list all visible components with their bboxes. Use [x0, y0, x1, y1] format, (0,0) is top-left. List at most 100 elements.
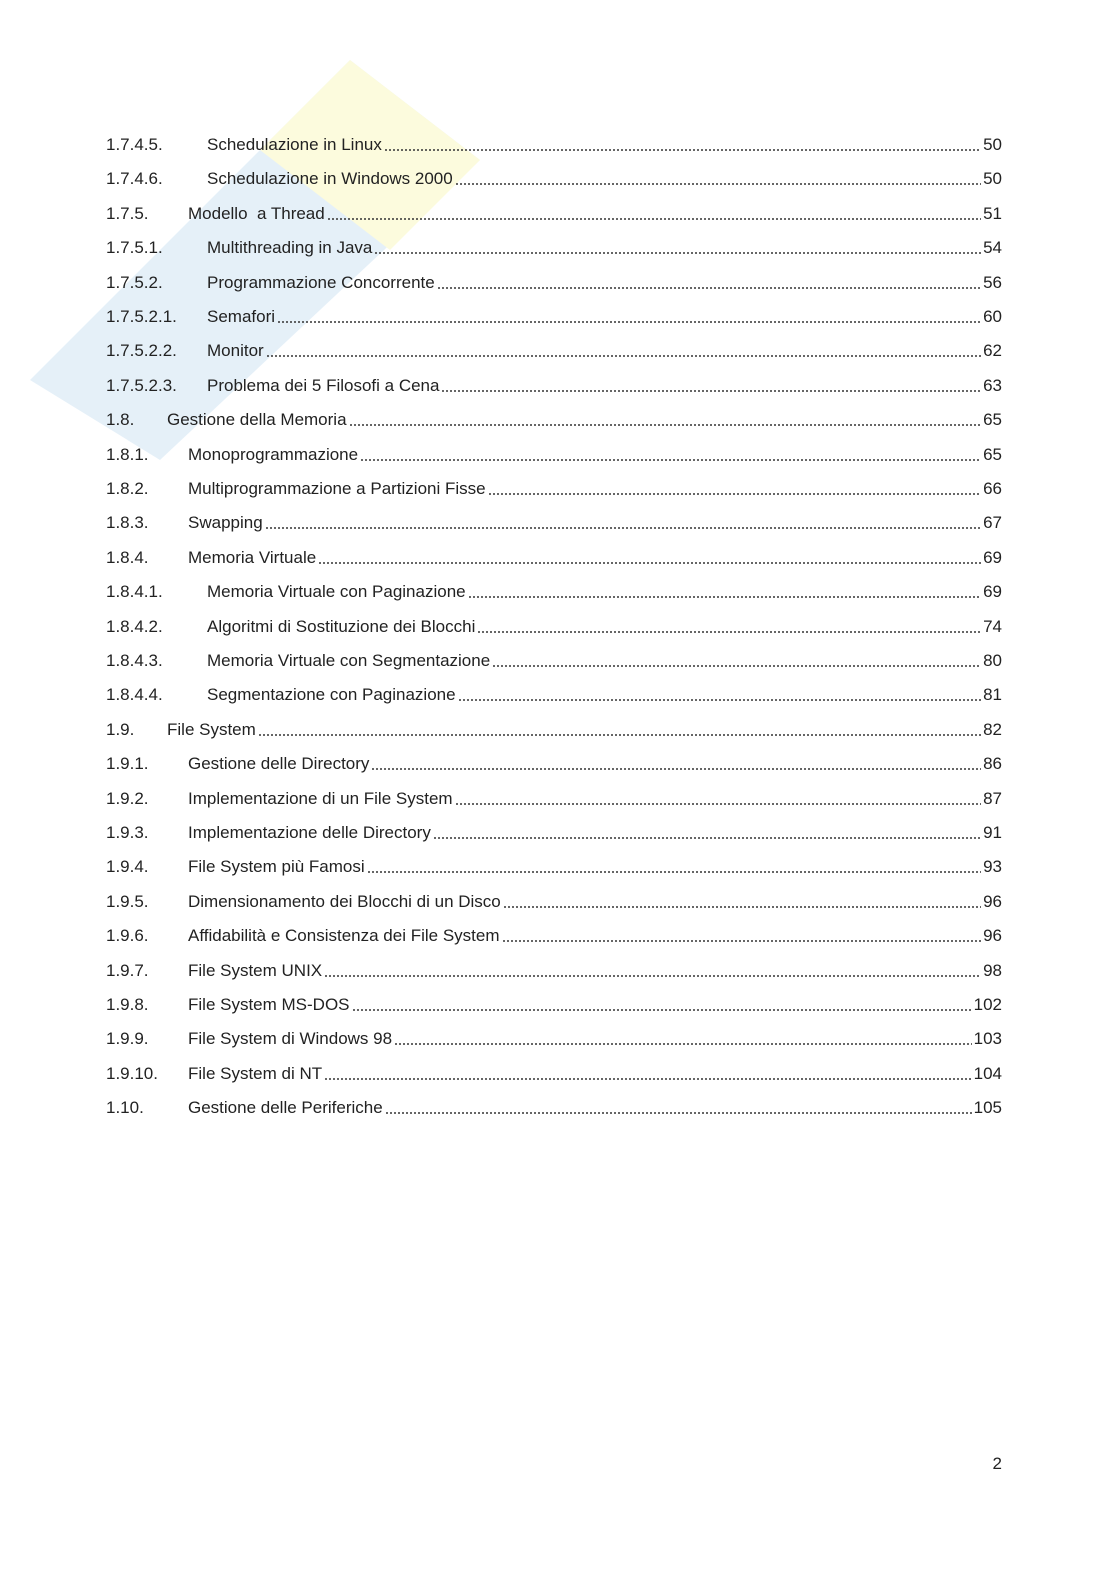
entry-number: 1.8.3.: [106, 513, 149, 533]
entry-title: Memoria Virtuale: [188, 547, 317, 567]
entry-number: 1.8.4.3.: [106, 651, 163, 670]
dot-leader: [318, 561, 982, 564]
entry-title: Dimensionamento dei Blocchi di un Disco: [188, 891, 501, 911]
dot-leader: [492, 665, 982, 667]
entry-page: 69: [983, 547, 1002, 567]
toc-entry: 1.7.5.2.2. Monitor 62: [106, 339, 1002, 363]
entry-body: Memoria Virtuale con Paginazione 69: [207, 580, 1002, 604]
dot-leader: [326, 217, 982, 220]
entry-page: 65: [983, 444, 1002, 464]
entry-page: 82: [983, 719, 1002, 739]
entry-title: Segmentazione con Paginazione: [207, 685, 456, 705]
toc-entry: 1.9.3. Implementazione delle Directory 91: [106, 821, 1002, 845]
dot-leader: [360, 458, 982, 461]
entry-page: 74: [983, 616, 1002, 636]
toc-entry: 1.7.5.2. Programmazione Concorrente 56: [106, 271, 1002, 295]
entry-title: Gestione delle Periferiche: [188, 1098, 383, 1118]
entry-body: Dimensionamento dei Blocchi di un Disco 9…: [188, 890, 1002, 914]
toc-entry: 1.9.9. File System di Windows 98 103: [106, 1027, 1002, 1051]
entry-title: Implementazione delle Directory: [188, 823, 431, 842]
entry-title: Multithreading in Java: [207, 238, 373, 258]
entry-number: 1.9.7.: [106, 960, 149, 980]
entry-page: 63: [983, 375, 1002, 395]
entry-number: 1.9.3.: [106, 823, 149, 842]
dot-leader: [454, 183, 982, 186]
toc-entry: 1.8.4.4. Segmentazione con Paginazione 81: [106, 683, 1002, 707]
entry-title: Swapping: [188, 513, 263, 533]
entry-body: Gestione delle Directory 86: [188, 752, 1002, 776]
toc-entry: 1.10. Gestione delle Periferiche 105: [106, 1096, 1002, 1120]
entry-number: 1.8.4.: [106, 547, 149, 567]
toc-entry: 1.7.5.2.1. Semafori 60: [106, 305, 1002, 329]
entry-body: Semafori 60: [207, 305, 1002, 329]
dot-leader: [487, 493, 982, 495]
entry-number: 1.7.4.6.: [106, 169, 163, 189]
entry-number: 1.9.: [106, 719, 135, 739]
entry-page: 65: [983, 410, 1002, 430]
toc-entry: 1.9. File System 82: [106, 718, 1002, 742]
entry-title: Algoritmi di Sostituzione dei Blocchi: [207, 616, 476, 636]
entry-title: Implementazione di un File System: [188, 788, 453, 808]
entry-number: 1.7.5.2.3.: [106, 375, 177, 395]
entry-title: File System di Windows 98: [188, 1029, 393, 1049]
dot-leader: [265, 355, 982, 358]
entry-body: Affidabilità e Consistenza dei File Syst…: [188, 924, 1002, 948]
toc-entry: 1.7.5. Modello a Thread 51: [106, 202, 1002, 226]
entry-body: Gestione della Memoria 65: [167, 408, 1002, 432]
dot-leader: [277, 321, 982, 323]
dot-leader: [394, 1043, 972, 1046]
dot-leader: [441, 389, 982, 392]
entry-page: 62: [983, 341, 1002, 361]
entry-page: 98: [983, 960, 1002, 980]
toc-entry: 1.9.8. File System MS-DOS 102: [106, 993, 1002, 1017]
watermark: [30, 60, 480, 460]
entry-body: File System UNIX 98: [188, 959, 1002, 983]
entry-page: 56: [983, 272, 1002, 292]
entry-number: 1.7.5.2.2.: [106, 341, 177, 361]
entry-number: 1.8.1.: [106, 444, 149, 464]
entry-body: Memoria Virtuale 69: [188, 546, 1002, 570]
entry-number: 1.9.9.: [106, 1029, 149, 1049]
entry-title: Gestione della Memoria: [167, 410, 347, 430]
entry-number: 1.8.4.4.: [106, 685, 163, 705]
dot-leader: [384, 1112, 972, 1115]
entry-number: 1.8.4.2.: [106, 616, 163, 636]
entry-body: Segmentazione con Paginazione 81: [207, 683, 1002, 707]
entry-title: Programmazione Concorrente: [207, 272, 435, 292]
entry-body: Problema dei 5 Filosofi a Cena 63: [207, 374, 1002, 398]
entry-number: 1.9.8.: [106, 995, 149, 1014]
entry-body: File System di Windows 98 103: [188, 1027, 1002, 1051]
dot-leader: [374, 252, 982, 255]
entry-page: 91: [983, 823, 1002, 842]
entry-number: 1.7.5.2.: [106, 272, 163, 292]
entry-body: Schedulazione in Linux 50: [207, 133, 1002, 157]
entry-page: 50: [983, 169, 1002, 189]
toc-entry: 1.8.4.2. Algoritmi di Sostituzione dei Bl…: [106, 615, 1002, 639]
toc-entry: 1.9.5. Dimensionamento dei Blocchi di un …: [106, 890, 1002, 914]
entry-title: Schedulazione in Linux: [207, 135, 382, 154]
entry-title: Affidabilità e Consistenza dei File Syst…: [188, 926, 500, 946]
toc-entry: 1.8.4. Memoria Virtuale 69: [106, 546, 1002, 570]
entry-body: Swapping 67: [188, 511, 1002, 535]
entry-body: Monitor 62: [207, 339, 1002, 363]
entry-number: 1.10.: [106, 1098, 144, 1118]
entry-page: 93: [983, 857, 1002, 877]
entry-page: 51: [983, 203, 1002, 223]
entry-title: File System di NT: [188, 1063, 323, 1083]
entry-page: 103: [973, 1029, 1002, 1049]
entry-body: File System più Famosi 93: [188, 855, 1002, 879]
entry-body: Gestione delle Periferiche 105: [188, 1096, 1002, 1120]
toc-entry: 1.9.6. Affidabilità e Consistenza dei Fil…: [106, 924, 1002, 948]
entry-body: Implementazione delle Directory 91: [188, 821, 1002, 845]
toc-entry: 1.9.1. Gestione delle Directory 86: [106, 752, 1002, 776]
entry-number: 1.9.4.: [106, 857, 149, 877]
toc-entry: 1.8.4.3. Memoria Virtuale con Segmentazio…: [106, 649, 1002, 673]
dot-leader: [257, 733, 982, 736]
entry-page: 102: [973, 995, 1002, 1014]
entry-body: Memoria Virtuale con Segmentazione 80: [207, 649, 1002, 673]
entry-number: 1.7.5.2.1.: [106, 307, 177, 326]
entry-body: File System 82: [167, 718, 1002, 742]
toc-entry: 1.8.4.1. Memoria Virtuale con Paginazione…: [106, 580, 1002, 604]
entry-number: 1.7.4.5.: [106, 135, 163, 154]
dot-leader: [351, 1009, 972, 1011]
